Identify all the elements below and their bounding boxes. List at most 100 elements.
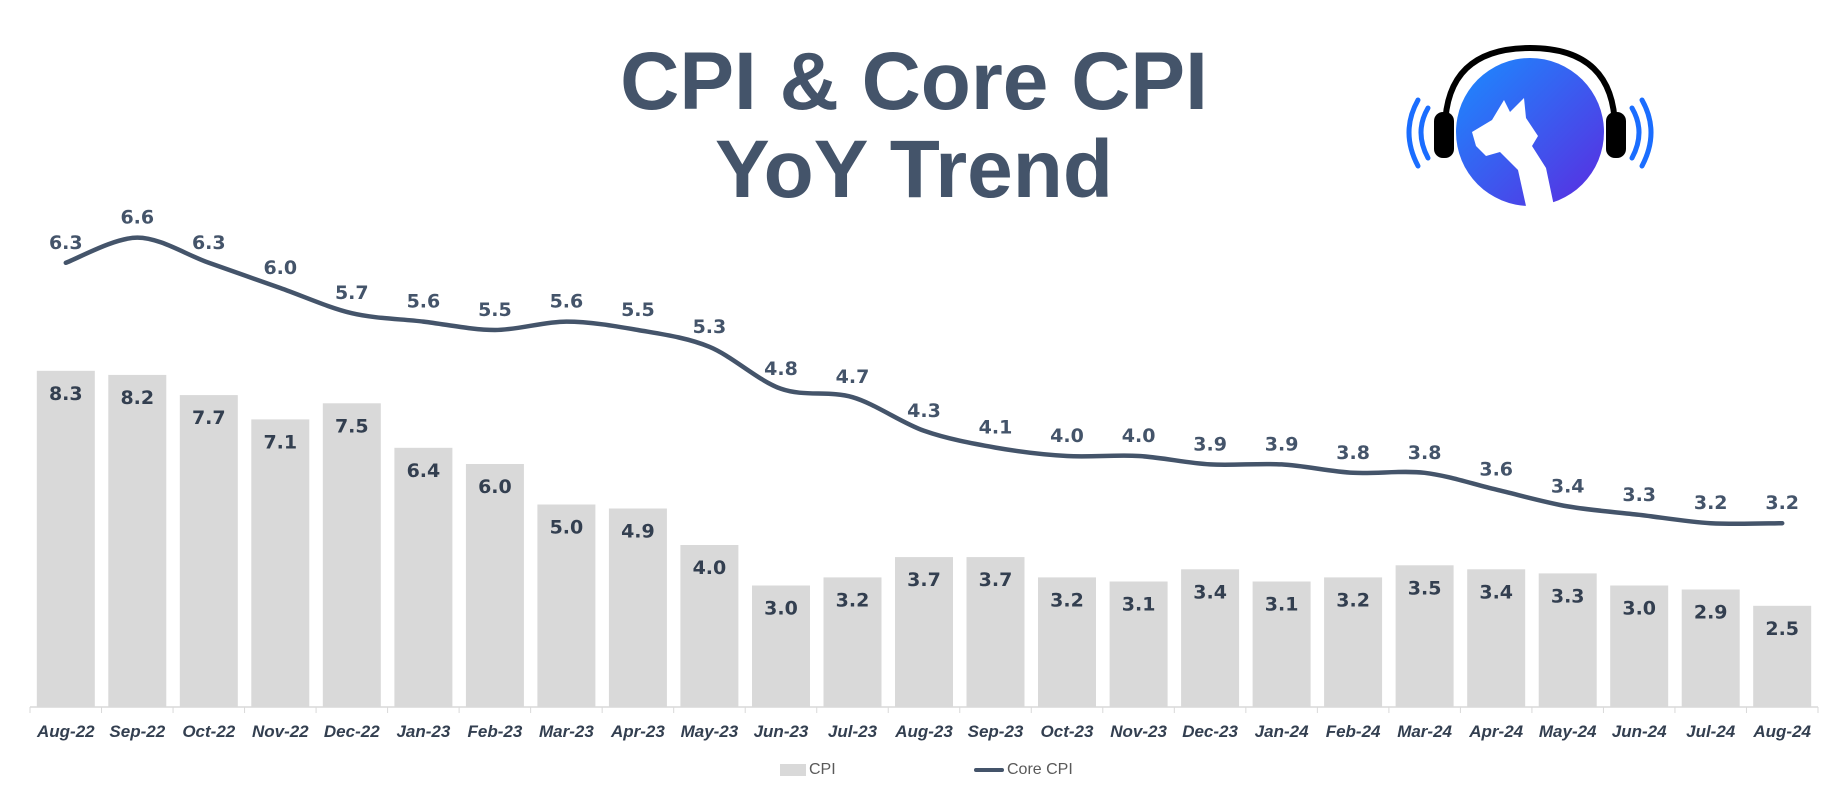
cpi-bar-label: 3.2 <box>836 589 870 611</box>
cpi-bar-label: 2.5 <box>1765 618 1799 640</box>
core-cpi-label: 5.5 <box>621 299 655 321</box>
core-cpi-label: 3.2 <box>1765 492 1799 514</box>
cpi-bar <box>1324 577 1383 707</box>
cpi-bar <box>1467 569 1526 707</box>
x-tick-label: Jun-23 <box>754 722 809 741</box>
cpi-bar-label: 3.3 <box>1551 585 1585 607</box>
core-cpi-label: 4.0 <box>1122 425 1156 447</box>
cpi-bar-label: 3.2 <box>1336 589 1370 611</box>
x-tick-label: Aug-22 <box>36 722 95 741</box>
chart-title-line2: YoY Trend <box>715 124 1113 215</box>
x-tick-label: Sep-22 <box>109 722 165 741</box>
cpi-bar <box>322 403 381 708</box>
cpi-bar-label: 3.7 <box>907 569 941 591</box>
x-tick-label: Dec-22 <box>324 722 380 741</box>
x-tick-label: Jan-23 <box>396 722 450 741</box>
x-tick-label: Jul-24 <box>1686 722 1736 741</box>
legend-cpi-swatch <box>780 764 806 776</box>
cpi-bar-label: 6.4 <box>407 460 441 482</box>
cpi-bar <box>1753 605 1812 708</box>
x-tick-label: Jun-24 <box>1612 722 1667 741</box>
cpi-bar <box>537 504 596 707</box>
cpi-bar <box>179 395 238 707</box>
x-tick-label: Sep-23 <box>968 722 1024 741</box>
core-cpi-label: 3.4 <box>1551 475 1585 497</box>
x-tick-label: May-23 <box>681 722 739 741</box>
cpi-bar <box>1252 581 1311 707</box>
legend-item-core-cpi: Core CPI <box>974 761 1073 779</box>
core-cpi-line <box>63 235 1785 527</box>
core-cpi-label: 3.3 <box>1622 484 1656 506</box>
core-cpi-label: 4.3 <box>907 400 941 422</box>
core-cpi-label: 6.6 <box>120 207 154 229</box>
cpi-bar <box>465 464 524 707</box>
cpi-bar <box>36 370 95 707</box>
core-cpi-label: 4.7 <box>836 366 870 388</box>
chart-title-line1: CPI & Core CPI <box>620 36 1208 127</box>
x-tick-label: Jan-24 <box>1255 722 1309 741</box>
core-cpi-label: 3.9 <box>1265 433 1299 455</box>
x-tick-label: Apr-24 <box>1468 722 1523 741</box>
legend-core-cpi-swatch <box>974 768 1004 772</box>
x-tick-label: Mar-24 <box>1397 722 1452 741</box>
x-tick-label: Jul-23 <box>828 722 878 741</box>
x-tick-label: May-24 <box>1539 722 1597 741</box>
cpi-bar-label: 2.9 <box>1694 602 1728 624</box>
cpi-bar <box>251 419 310 707</box>
cpi-bar-label: 7.5 <box>335 415 369 437</box>
x-tick-label: Aug-23 <box>894 722 953 741</box>
cpi-bar <box>752 585 810 707</box>
core-cpi-label: 5.5 <box>478 299 512 321</box>
core-cpi-label: 5.6 <box>407 291 441 313</box>
cpi-bar <box>394 447 453 707</box>
legend-cpi-label: CPI <box>809 761 836 778</box>
core-cpi-label: 4.1 <box>979 417 1013 439</box>
cpi-bar <box>895 557 953 707</box>
cpi-bar <box>1038 577 1096 707</box>
cpi-bar-label: 3.1 <box>1265 594 1299 616</box>
core-cpi-label: 4.8 <box>764 358 798 380</box>
core-cpi-label: 3.2 <box>1694 492 1728 514</box>
cpi-bar-label: 3.5 <box>1408 577 1442 599</box>
cpi-bar <box>680 545 739 707</box>
cpi-bar-label: 4.0 <box>693 557 727 579</box>
legend-item-cpi: CPI <box>780 761 836 779</box>
core-cpi-label: 6.3 <box>192 232 226 254</box>
cpi-bar-label: 3.0 <box>764 598 798 620</box>
x-tick-label: Feb-23 <box>468 722 523 741</box>
x-tick-label: Aug-24 <box>1752 722 1811 741</box>
cpi-bar <box>1610 585 1669 707</box>
cpi-bar-label: 6.0 <box>478 476 512 498</box>
cpi-bar <box>966 557 1025 707</box>
core-cpi-label: 5.6 <box>550 291 584 313</box>
x-tick-label: Feb-24 <box>1326 722 1381 741</box>
core-cpi-label: 3.9 <box>1193 433 1227 455</box>
core-cpi-label: 3.6 <box>1479 459 1513 481</box>
x-tick-label: Nov-23 <box>1110 722 1167 741</box>
wolf-headphones-logo-icon <box>1406 44 1654 206</box>
core-cpi-label: 6.3 <box>49 232 83 254</box>
cpi-bar-label: 4.9 <box>621 521 655 543</box>
core-cpi-label: 3.8 <box>1408 442 1442 464</box>
x-tick-label: Nov-22 <box>252 722 309 741</box>
cpi-bar-label: 7.1 <box>263 431 297 453</box>
x-tick-label: Dec-23 <box>1182 722 1238 741</box>
cpi-bar <box>1681 589 1740 707</box>
cpi-bar-label: 5.0 <box>550 517 584 539</box>
cpi-bar <box>823 577 882 707</box>
cpi-bar-label: 3.4 <box>1479 581 1513 603</box>
x-tick-label: Oct-22 <box>182 722 235 741</box>
cpi-bar-label: 8.3 <box>49 383 83 405</box>
cpi-bar <box>1181 569 1240 707</box>
cpi-bar-label: 3.0 <box>1622 598 1656 620</box>
core-cpi-label: 5.3 <box>693 316 727 338</box>
x-tick-label: Mar-23 <box>539 722 594 741</box>
core-cpi-label: 5.7 <box>335 282 369 304</box>
cpi-bar-label: 3.2 <box>1050 589 1084 611</box>
cpi-bar <box>1109 581 1168 707</box>
core-cpi-label: 4.0 <box>1050 425 1084 447</box>
cpi-bar-label: 3.4 <box>1193 581 1227 603</box>
cpi-bar-label: 7.7 <box>192 407 226 429</box>
x-tick-label: Oct-23 <box>1041 722 1094 741</box>
